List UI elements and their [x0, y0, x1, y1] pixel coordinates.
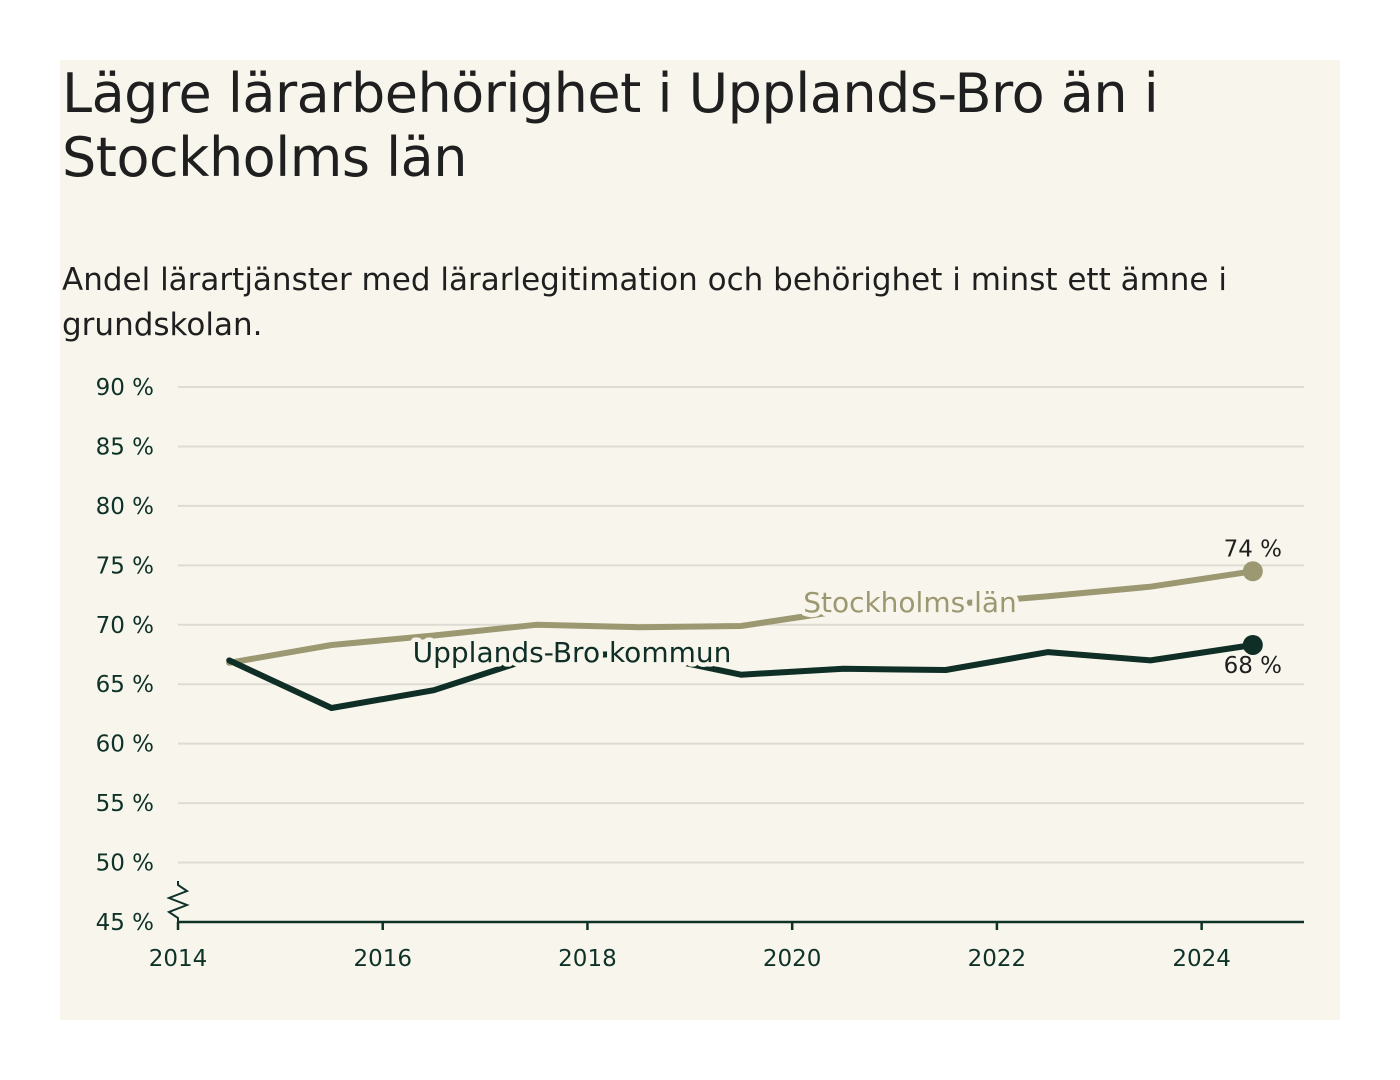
- x-tick-label: 2020: [763, 946, 822, 972]
- x-tick-label: 2014: [149, 946, 208, 972]
- series-line: [226, 642, 1256, 711]
- end-value-label: 68 %: [1224, 653, 1282, 679]
- chart-subtitle: Andel lärartjänster med lärarlegitimatio…: [62, 262, 1227, 343]
- series-endpoint: [1242, 561, 1263, 582]
- y-tick-label: 90 %: [96, 375, 154, 401]
- y-tick-label: 80 %: [96, 494, 154, 520]
- axis-break-icon: [166, 881, 190, 922]
- series-endpoint: [1242, 634, 1263, 655]
- series-name-label: Stockholms län: [803, 586, 1017, 619]
- y-tick-label: 75 %: [96, 553, 154, 579]
- y-tick-label: 60 %: [96, 732, 154, 758]
- y-axis-ticks: 45 % 50 % 55 % 60 % 65 % 70 % 75 % 80 % 85 % 90 %: [96, 375, 154, 936]
- y-tick-label: 65 %: [96, 672, 154, 698]
- x-tick-label: 2022: [968, 946, 1027, 972]
- y-tick-label: 45 %: [96, 910, 154, 936]
- x-tick-label: 2024: [1172, 946, 1231, 972]
- x-tick-label: 2018: [558, 946, 617, 972]
- series-labels: 74 % 68 % Stockholms län Upplands-Bro kommu…: [408, 536, 1282, 679]
- y-tick-label: 70 %: [96, 613, 154, 639]
- series-lines: [226, 561, 1263, 711]
- y-tick-label: 85 %: [96, 434, 154, 460]
- series-name-label: Upplands-Bro kommun: [413, 636, 732, 669]
- end-value-label: 74 %: [1224, 536, 1282, 562]
- series-line: [226, 568, 1256, 666]
- chart-panel: [60, 60, 1340, 1020]
- x-axis: 2014 2016 2018 2020 2022 2024: [149, 881, 1304, 972]
- x-tick-label: 2016: [353, 946, 412, 972]
- gridlines: [178, 386, 1304, 864]
- chart-title: Lägre lärarbehörighet i Upplands-Bro än …: [62, 62, 1159, 189]
- y-tick-label: 50 %: [96, 851, 154, 877]
- y-tick-label: 55 %: [96, 791, 154, 817]
